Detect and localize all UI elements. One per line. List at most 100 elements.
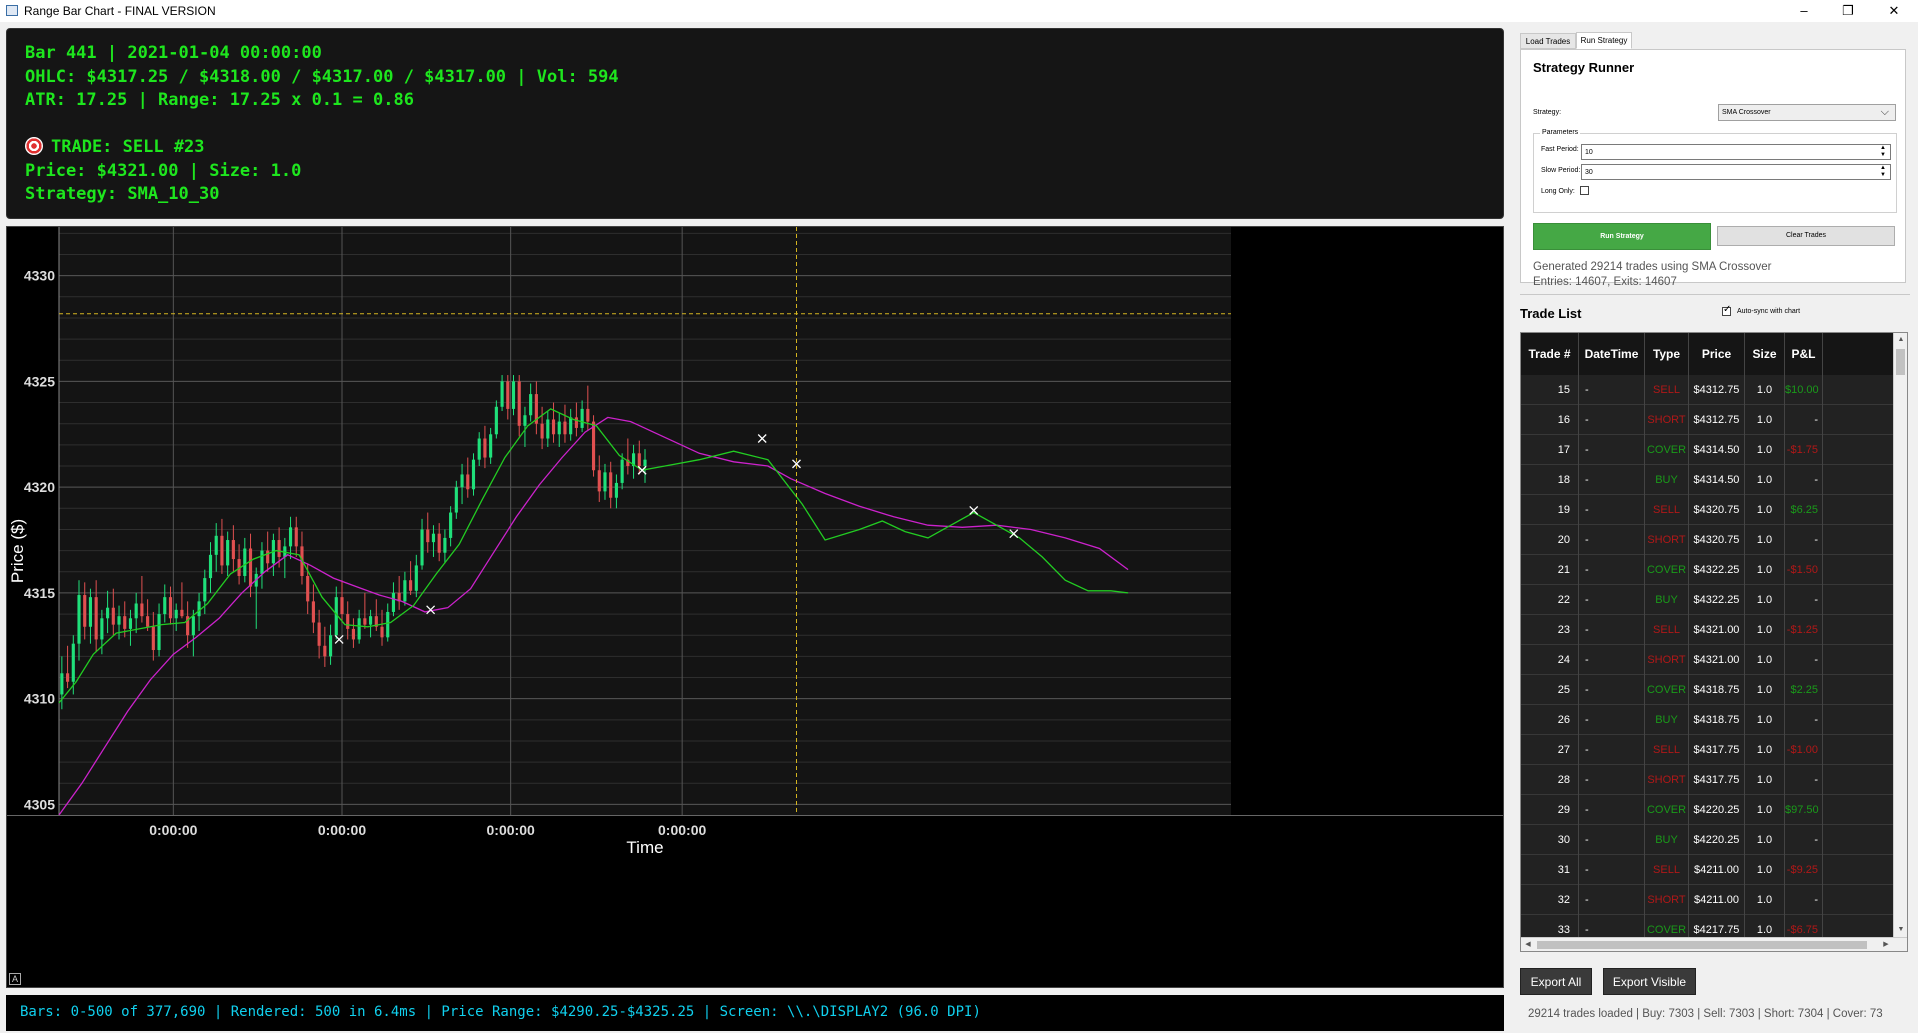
run-strategy-button[interactable]: Run Strategy — [1533, 223, 1711, 250]
table-row[interactable]: 28- SHORT $4317.75 1.0- — [1521, 765, 1893, 795]
chart-canvas[interactable]: 4305 4310 4315 4320 4325 4330 0:00:00 0:00:00 0:… — [7, 227, 1503, 987]
tab-run-strategy[interactable]: Run Strategy — [1576, 32, 1632, 49]
table-row[interactable]: 26- BUY $4318.75 1.0- — [1521, 705, 1893, 735]
candle-body — [557, 421, 561, 435]
long-only-checkbox[interactable] — [1580, 186, 1589, 195]
range-bar-chart[interactable]: 4305 4310 4315 4320 4325 4330 0:00:00 0:00:00 0:… — [6, 226, 1504, 988]
clear-trades-button[interactable]: Clear Trades — [1717, 226, 1895, 246]
cell-size: 1.0 — [1745, 795, 1785, 825]
candle-body — [168, 597, 173, 619]
y-tick-label: 4320 — [24, 479, 55, 495]
scroll-left-icon[interactable]: ◀ — [1525, 941, 1531, 948]
scroll-down-icon[interactable]: ▼ — [1897, 926, 1905, 933]
candle-body — [203, 578, 207, 602]
y-tick-label: 4310 — [24, 691, 55, 707]
candle-body — [437, 533, 441, 553]
cell-type: BUY — [1645, 705, 1689, 735]
scroll-right-icon[interactable]: ▶ — [1883, 941, 1889, 948]
trade-list-title: Trade List — [1520, 306, 1582, 321]
app-icon — [6, 5, 18, 16]
table-row[interactable]: 32- SHORT $4211.00 1.0- — [1521, 885, 1893, 915]
trade-table[interactable]: Trade # DateTime Type Price Size P&L 15-… — [1520, 332, 1908, 952]
trade-line: TRADE: SELL #23 — [25, 136, 1485, 160]
cell-price: $4317.75 — [1689, 735, 1745, 765]
export-visible-button[interactable]: Export Visible — [1603, 968, 1696, 995]
cell-pnl: - — [1785, 885, 1823, 915]
slow-period-stepper[interactable]: ▲ ▼ — [1880, 165, 1886, 178]
maximize-button[interactable]: ❐ — [1842, 3, 1854, 18]
candle-body — [391, 592, 396, 612]
slow-period-input[interactable]: 30 ▲ ▼ — [1581, 164, 1891, 180]
cell-pnl: - — [1785, 765, 1823, 795]
col-type[interactable]: Type — [1645, 333, 1689, 375]
table-row[interactable]: 30- BUY $4220.25 1.0- — [1521, 825, 1893, 855]
cell-trade-number: 18 — [1521, 465, 1579, 495]
cell-datetime: - — [1579, 495, 1645, 525]
auto-sync-checkbox[interactable] — [1722, 307, 1731, 316]
scroll-up-icon[interactable]: ▲ — [1897, 336, 1905, 343]
table-row[interactable]: 21- COVER $4322.25 1.0 -$1.50 — [1521, 555, 1893, 585]
fast-period-value: 10 — [1585, 149, 1593, 156]
table-row[interactable]: 22- BUY $4322.25 1.0- — [1521, 585, 1893, 615]
close-button[interactable]: ✕ — [1888, 3, 1900, 18]
table-row[interactable]: 27- SELL $4317.75 1.0 -$1.00 — [1521, 735, 1893, 765]
cell-pnl: - — [1785, 825, 1823, 855]
table-row[interactable]: 15- SELL $4312.75 1.0 $10.00 — [1521, 375, 1893, 405]
trade-marker — [1009, 529, 1019, 539]
col-price[interactable]: Price — [1689, 333, 1745, 375]
y-tick-label: 4305 — [24, 796, 55, 812]
horizontal-scrollbar[interactable]: ◀ ▶ — [1521, 937, 1907, 951]
cell-pnl: - — [1785, 585, 1823, 615]
candle-body — [443, 537, 447, 553]
col-datetime[interactable]: DateTime — [1579, 333, 1645, 375]
candle-body — [328, 635, 333, 657]
cell-datetime: - — [1579, 645, 1645, 675]
y-tick-label: 4330 — [24, 268, 55, 284]
autoscale-icon[interactable]: A — [9, 973, 21, 985]
table-row[interactable]: 23- SELL $4321.00 1.0 -$1.25 — [1521, 615, 1893, 645]
trade-marker — [792, 459, 801, 469]
cell-datetime: - — [1579, 465, 1645, 495]
table-row[interactable]: 17- COVER $4314.50 1.0 -$1.75 — [1521, 435, 1893, 465]
chevron-down-icon: ⌵ — [1880, 106, 1889, 118]
table-row[interactable]: 31- SELL $4211.00 1.0 -$9.25 — [1521, 855, 1893, 885]
cell-price: $4318.75 — [1689, 675, 1745, 705]
table-row[interactable]: 24- SHORT $4321.00 1.0- — [1521, 645, 1893, 675]
strategy-select[interactable]: SMA Crossover ⌵ — [1718, 104, 1896, 121]
candle-body — [626, 459, 630, 467]
fast-period-input[interactable]: 10 ▲ ▼ — [1581, 144, 1891, 160]
export-all-button[interactable]: Export All — [1520, 968, 1592, 995]
table-row[interactable]: 29- COVER $4220.25 1.0 $97.50 — [1521, 795, 1893, 825]
candle-body — [426, 529, 430, 543]
cell-pnl: - — [1785, 465, 1823, 495]
cell-datetime: - — [1579, 375, 1645, 405]
candle-body — [111, 607, 115, 625]
horizontal-scroll-thumb[interactable] — [1537, 941, 1867, 949]
table-row[interactable]: 25- COVER $4318.75 1.0 $2.25 — [1521, 675, 1893, 705]
cell-trade-number: 16 — [1521, 405, 1579, 435]
candle-body — [551, 419, 556, 435]
fast-sma-line — [58, 408, 1129, 704]
candle-body — [494, 406, 498, 435]
tab-load-trades[interactable]: Load Trades — [1520, 33, 1576, 49]
x-tick-label: 0:00:00 — [658, 822, 706, 838]
table-row[interactable]: 20- SHORT $4320.75 1.0- — [1521, 525, 1893, 555]
candle-body — [157, 614, 161, 651]
minimize-button[interactable]: – — [1800, 3, 1808, 18]
cell-datetime: - — [1579, 615, 1645, 645]
col-size[interactable]: Size — [1745, 333, 1785, 375]
col-pnl[interactable]: P&L — [1785, 333, 1823, 375]
col-trade-number[interactable]: Trade # — [1521, 333, 1579, 375]
table-row[interactable]: 19- SELL $4320.75 1.0 $6.25 — [1521, 495, 1893, 525]
vertical-scroll-thumb[interactable] — [1896, 349, 1905, 375]
table-row[interactable]: 16- SHORT $4312.75 1.0- — [1521, 405, 1893, 435]
cell-type: COVER — [1645, 675, 1689, 705]
cell-price: $4220.25 — [1689, 825, 1745, 855]
cell-trade-number: 29 — [1521, 795, 1579, 825]
fast-period-stepper[interactable]: ▲ ▼ — [1880, 145, 1886, 158]
vertical-scrollbar[interactable]: ▲ ▼ — [1893, 333, 1907, 937]
cell-pnl: $97.50 — [1785, 795, 1823, 825]
candle-body — [266, 550, 270, 564]
table-row[interactable]: 18- BUY $4314.50 1.0- — [1521, 465, 1893, 495]
candle-body — [100, 618, 104, 640]
